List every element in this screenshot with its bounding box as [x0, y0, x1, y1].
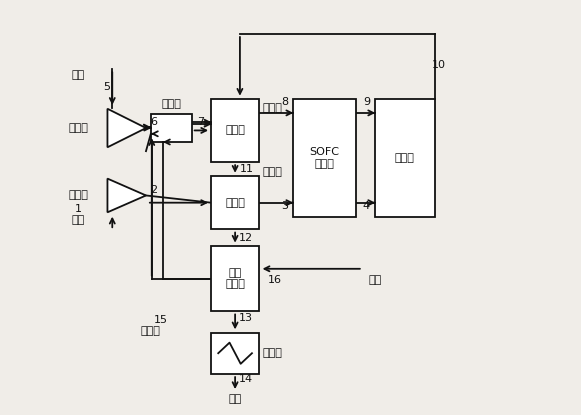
Text: 混合器: 混合器 [162, 99, 181, 109]
Text: 压缩机: 压缩机 [69, 123, 88, 133]
Text: 换热器: 换热器 [225, 125, 245, 135]
Text: 水蒸汽: 水蒸汽 [141, 326, 161, 336]
Text: 15: 15 [153, 315, 167, 325]
Bar [211, 176, 259, 229]
Text: 换热器: 换热器 [263, 103, 282, 113]
Text: 6: 6 [150, 117, 157, 127]
Text: 燃料: 燃料 [72, 70, 85, 80]
Bar [211, 333, 259, 374]
Text: 11: 11 [240, 164, 254, 174]
Text: 1: 1 [75, 204, 82, 214]
Text: 9: 9 [363, 97, 370, 107]
Text: 8: 8 [281, 97, 288, 107]
Bar [375, 99, 435, 217]
Bar [151, 114, 192, 142]
Text: SOFC
电池堆: SOFC 电池堆 [309, 147, 339, 169]
Text: 给水: 给水 [368, 275, 382, 285]
Text: 5: 5 [103, 82, 110, 92]
Text: 16: 16 [267, 275, 281, 285]
Text: 4: 4 [363, 201, 370, 211]
Text: 空气: 空气 [72, 215, 85, 225]
Text: 10: 10 [432, 61, 446, 71]
Text: 3: 3 [281, 201, 288, 211]
Text: 压缩机: 压缩机 [69, 190, 88, 200]
Text: 12: 12 [238, 233, 253, 243]
Bar [211, 99, 259, 162]
Text: 换热器: 换热器 [263, 167, 282, 177]
Text: 13: 13 [238, 313, 253, 323]
Text: 燃烧器: 燃烧器 [395, 153, 415, 163]
Text: 排气: 排气 [228, 394, 242, 404]
Text: 蒸汽
发生器: 蒸汽 发生器 [225, 268, 245, 289]
Bar [211, 246, 259, 311]
Polygon shape [107, 109, 146, 147]
Text: 换热器: 换热器 [263, 349, 282, 359]
Text: 14: 14 [238, 374, 253, 384]
Text: 换热器: 换热器 [225, 198, 245, 208]
Text: 2: 2 [150, 185, 157, 195]
Bar [293, 99, 356, 217]
Polygon shape [107, 178, 146, 212]
Text: 7: 7 [197, 117, 204, 127]
